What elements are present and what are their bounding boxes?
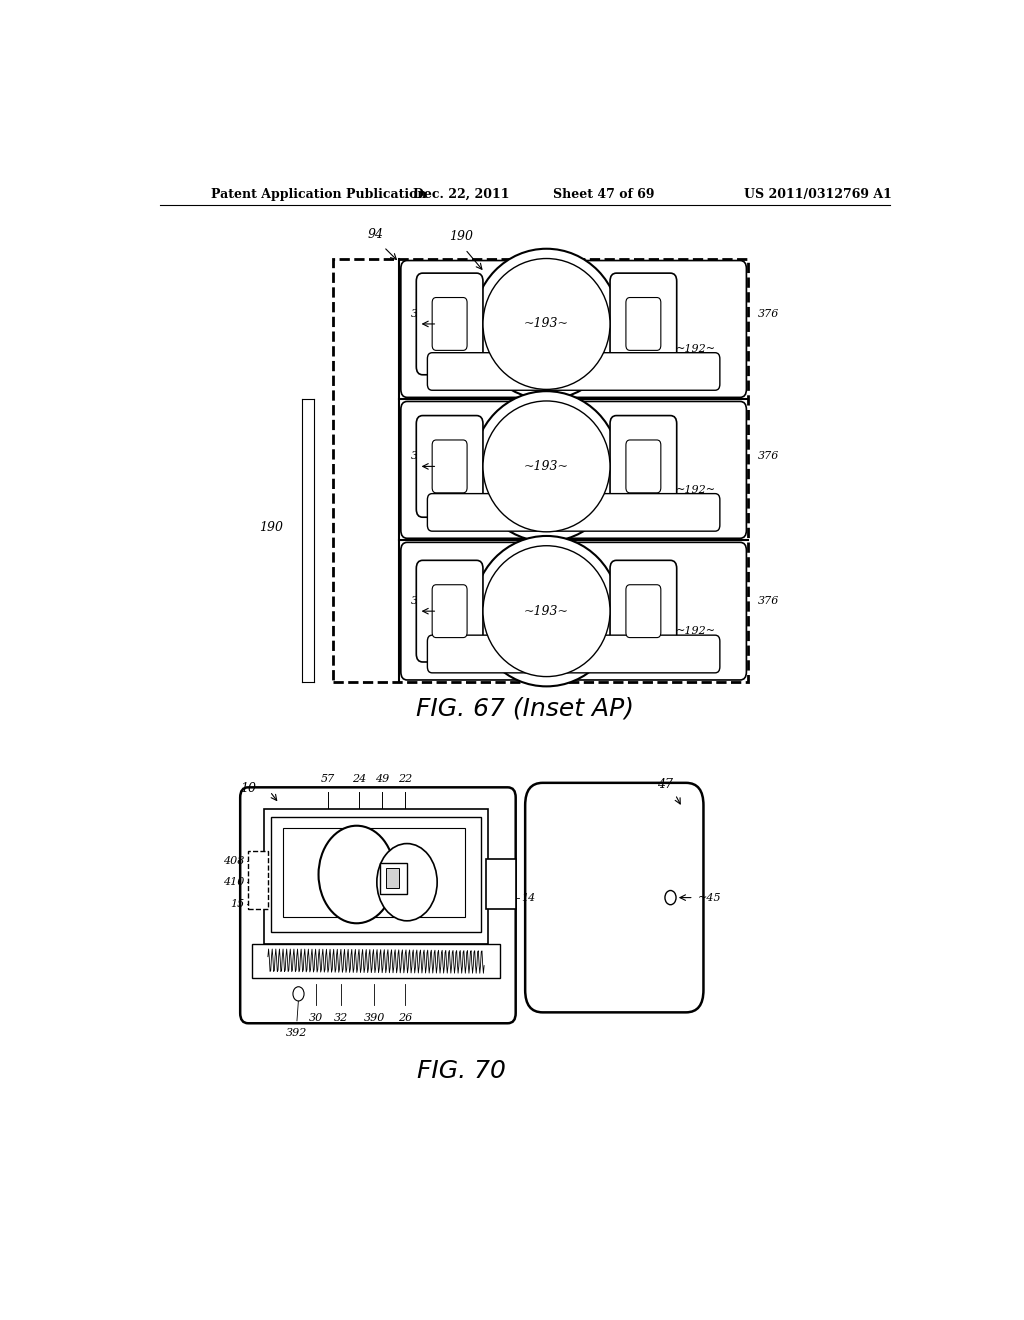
Text: Patent Application Publication: Patent Application Publication bbox=[211, 187, 427, 201]
Text: US 2011/0312769 A1: US 2011/0312769 A1 bbox=[744, 187, 892, 201]
FancyBboxPatch shape bbox=[400, 401, 746, 539]
Circle shape bbox=[293, 987, 304, 1001]
FancyBboxPatch shape bbox=[610, 273, 677, 375]
Text: 15: 15 bbox=[230, 899, 245, 908]
Bar bbox=[380, 863, 407, 894]
FancyBboxPatch shape bbox=[400, 260, 746, 397]
Text: 376: 376 bbox=[412, 309, 432, 319]
Bar bbox=[486, 859, 515, 909]
Text: 32: 32 bbox=[334, 1014, 348, 1023]
Ellipse shape bbox=[473, 391, 620, 541]
Bar bbox=[252, 944, 500, 978]
FancyBboxPatch shape bbox=[427, 352, 720, 391]
Text: 30: 30 bbox=[309, 1014, 324, 1023]
Text: 390: 390 bbox=[364, 1014, 385, 1023]
Bar bbox=[248, 851, 267, 909]
FancyBboxPatch shape bbox=[432, 440, 467, 492]
Text: Dec. 22, 2011: Dec. 22, 2011 bbox=[413, 187, 510, 201]
Text: 234: 234 bbox=[415, 484, 436, 495]
Text: 376: 376 bbox=[412, 597, 432, 606]
FancyBboxPatch shape bbox=[432, 297, 467, 350]
Circle shape bbox=[665, 891, 676, 904]
Text: FIG. 70: FIG. 70 bbox=[417, 1059, 506, 1082]
Text: 408: 408 bbox=[223, 855, 245, 866]
Text: Sheet 47 of 69: Sheet 47 of 69 bbox=[553, 187, 655, 201]
Text: FIG. 67 (Inset AP): FIG. 67 (Inset AP) bbox=[416, 697, 634, 721]
FancyBboxPatch shape bbox=[417, 416, 483, 517]
FancyBboxPatch shape bbox=[427, 635, 720, 673]
Ellipse shape bbox=[483, 259, 610, 389]
Ellipse shape bbox=[473, 536, 620, 686]
Bar bbox=[386, 869, 399, 888]
Text: 14: 14 bbox=[521, 892, 536, 903]
Text: ~193~: ~193~ bbox=[524, 459, 569, 473]
FancyBboxPatch shape bbox=[525, 783, 703, 1012]
Text: 376: 376 bbox=[758, 597, 779, 606]
FancyBboxPatch shape bbox=[610, 416, 677, 517]
Text: 376: 376 bbox=[758, 451, 779, 461]
Text: 57: 57 bbox=[321, 774, 335, 784]
Text: 376: 376 bbox=[758, 309, 779, 319]
Text: 10: 10 bbox=[240, 781, 256, 795]
Text: 47: 47 bbox=[657, 779, 673, 792]
FancyBboxPatch shape bbox=[334, 259, 748, 682]
Text: 234: 234 bbox=[415, 343, 436, 354]
Bar bbox=[283, 829, 465, 917]
Circle shape bbox=[377, 843, 437, 921]
Text: 49: 49 bbox=[375, 774, 389, 784]
Text: 234: 234 bbox=[415, 626, 436, 636]
Text: 190: 190 bbox=[450, 230, 473, 243]
Text: 410: 410 bbox=[223, 878, 245, 887]
FancyBboxPatch shape bbox=[417, 561, 483, 663]
Text: 24: 24 bbox=[352, 774, 366, 784]
FancyBboxPatch shape bbox=[427, 494, 720, 531]
FancyBboxPatch shape bbox=[626, 297, 660, 350]
Text: ~192~: ~192~ bbox=[676, 484, 716, 495]
Ellipse shape bbox=[483, 545, 610, 677]
Circle shape bbox=[318, 826, 394, 923]
Text: ~192~: ~192~ bbox=[676, 626, 716, 636]
Ellipse shape bbox=[473, 248, 620, 399]
Bar bbox=[263, 809, 488, 944]
Bar bbox=[271, 817, 480, 932]
Text: ~193~: ~193~ bbox=[524, 605, 569, 618]
Text: ~193~: ~193~ bbox=[524, 317, 569, 330]
FancyBboxPatch shape bbox=[432, 585, 467, 638]
Ellipse shape bbox=[483, 401, 610, 532]
Text: 26: 26 bbox=[398, 1014, 413, 1023]
Text: 22: 22 bbox=[398, 774, 413, 784]
FancyBboxPatch shape bbox=[610, 561, 677, 663]
Text: 376: 376 bbox=[412, 451, 432, 461]
FancyBboxPatch shape bbox=[626, 585, 660, 638]
Text: 94: 94 bbox=[368, 228, 384, 240]
FancyBboxPatch shape bbox=[417, 273, 483, 375]
Text: 392: 392 bbox=[287, 1028, 307, 1039]
FancyBboxPatch shape bbox=[241, 787, 516, 1023]
FancyBboxPatch shape bbox=[626, 440, 660, 492]
Text: ~192~: ~192~ bbox=[676, 343, 716, 354]
FancyBboxPatch shape bbox=[400, 543, 746, 680]
Text: ~45: ~45 bbox=[697, 892, 721, 903]
Text: 190: 190 bbox=[259, 520, 283, 533]
